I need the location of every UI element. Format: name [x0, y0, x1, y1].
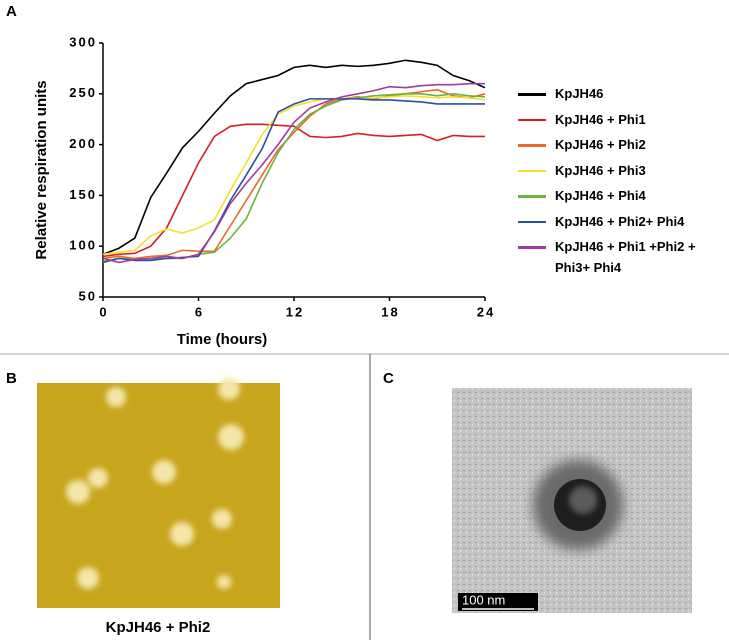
legend-label: KpJH46 [555, 86, 604, 101]
x-axis-label: Time (hours) [177, 331, 268, 348]
legend-swatch [518, 246, 546, 249]
y-tick-label: 150 [69, 187, 97, 202]
panel-label: B [6, 370, 17, 387]
x-tick-label: 6 [195, 304, 204, 319]
legend-swatch [518, 220, 546, 223]
y-tick-label: 200 [69, 136, 97, 151]
legend-entry: KpJH46 + Phi2+ Phi4 [518, 209, 718, 235]
series-line [102, 88, 486, 260]
legend-entry: KpJH46 + Phi2 [518, 132, 718, 158]
legend-label: KpJH46 + Phi2 [555, 137, 646, 152]
tem-image [452, 388, 692, 613]
y-axis-label: Relative respiration units [33, 80, 50, 259]
legend-swatch [518, 93, 546, 96]
legend-entry: KpJH46 [518, 81, 718, 107]
legend-swatch [518, 144, 546, 147]
series-line [102, 123, 485, 258]
panel-label: A [6, 3, 17, 20]
legend-label: KpJH46 + Phi1 +Phi2 + Phi3+ Phi4 [555, 239, 696, 275]
legend-entry: KpJH46 + Phi3 [518, 158, 718, 184]
y-tick-label: 100 [69, 238, 97, 253]
image-caption: KpJH46 + Phi2 [106, 619, 211, 636]
legend-label: KpJH46 + Phi2+ Phi4 [555, 213, 685, 229]
series-line [102, 98, 485, 264]
legend-label: KpJH46 + Phi1 [555, 111, 646, 127]
legend-label: KpJH46 + Phi4 [555, 188, 646, 203]
x-tick-label: 12 [286, 304, 304, 319]
panel-label: C [383, 370, 394, 387]
legend: KpJH46 KpJH46 + Phi1 KpJH46 + Phi2 KpJH46 +… [518, 81, 718, 278]
series-line [102, 95, 486, 256]
series-line [102, 82, 485, 264]
plate-image [37, 378, 280, 608]
x-tick-label: 24 [477, 304, 495, 319]
legend-label: KpJH46 + Phi3 [555, 162, 646, 178]
legend-entry: KpJH46 + Phi4 [518, 183, 718, 209]
legend-entry: KpJH46 + Phi1 +Phi2 + Phi3+ Phi4 [518, 234, 718, 278]
y-tick-label: 300 [69, 34, 97, 49]
x-tick-label: 0 [99, 304, 108, 319]
y-tick-label: 50 [79, 288, 97, 303]
x-tick-label: 18 [381, 304, 399, 319]
y-tick-label: 250 [69, 85, 97, 100]
series-line [102, 59, 486, 256]
legend-entry: KpJH46 + Phi1 [518, 107, 718, 133]
legend-swatch [518, 195, 546, 198]
legend-swatch [518, 169, 546, 172]
legend-swatch [518, 118, 546, 121]
scale-bar-label: 100 nm [462, 592, 505, 607]
